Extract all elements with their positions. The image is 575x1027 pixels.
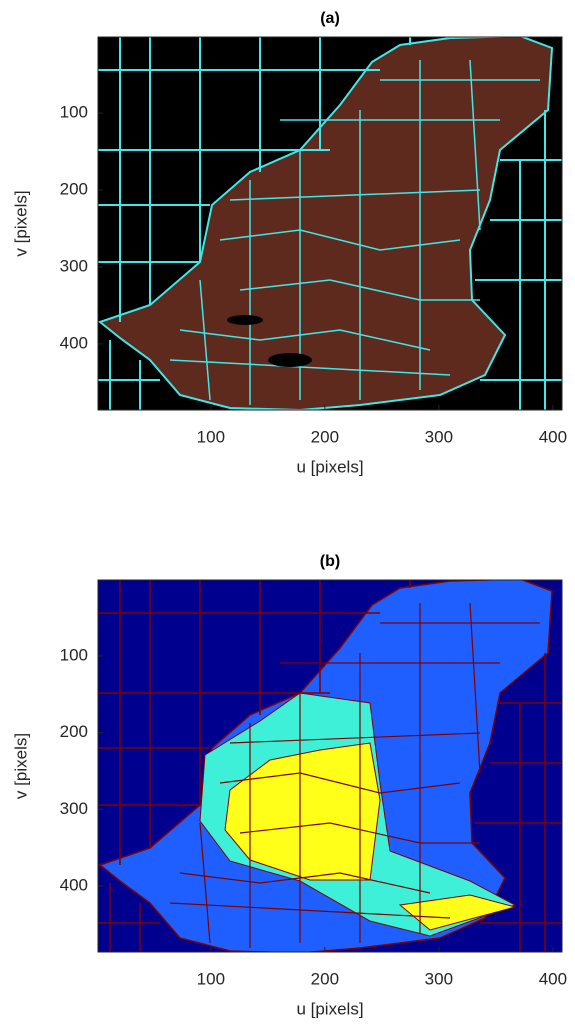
y-tick-label: 200 <box>60 722 88 741</box>
axes-box <box>97 579 563 953</box>
x-tick-label: 300 <box>425 969 453 988</box>
y-tick-label: 100 <box>60 645 88 664</box>
x-axis-label: u [pixels] <box>296 457 363 476</box>
x-tick-label: 300 <box>425 427 453 446</box>
y-tick-label: 300 <box>60 256 88 275</box>
x-tick-label: 200 <box>311 969 339 988</box>
x-axis-label: u [pixels] <box>296 999 363 1018</box>
y-tick-label: 300 <box>60 799 88 818</box>
image-a <box>98 37 562 410</box>
y-tick-label: 200 <box>60 180 88 199</box>
axes-box <box>97 36 563 411</box>
x-tick-label: 400 <box>539 427 567 446</box>
y-axis-label: v [pixels] <box>11 190 30 256</box>
y-tick-label: 400 <box>60 876 88 895</box>
x-tick-label: 200 <box>311 427 339 446</box>
y-tick-label: 400 <box>60 333 88 352</box>
x-tick-label: 100 <box>197 969 225 988</box>
chart-title: (b) <box>320 553 340 570</box>
chart-title: (a) <box>320 10 340 27</box>
y-tick-label: 100 <box>60 103 88 122</box>
x-tick-label: 400 <box>539 969 567 988</box>
x-tick-label: 100 <box>197 427 225 446</box>
image-b <box>98 580 562 952</box>
y-axis-label: v [pixels] <box>11 733 30 799</box>
